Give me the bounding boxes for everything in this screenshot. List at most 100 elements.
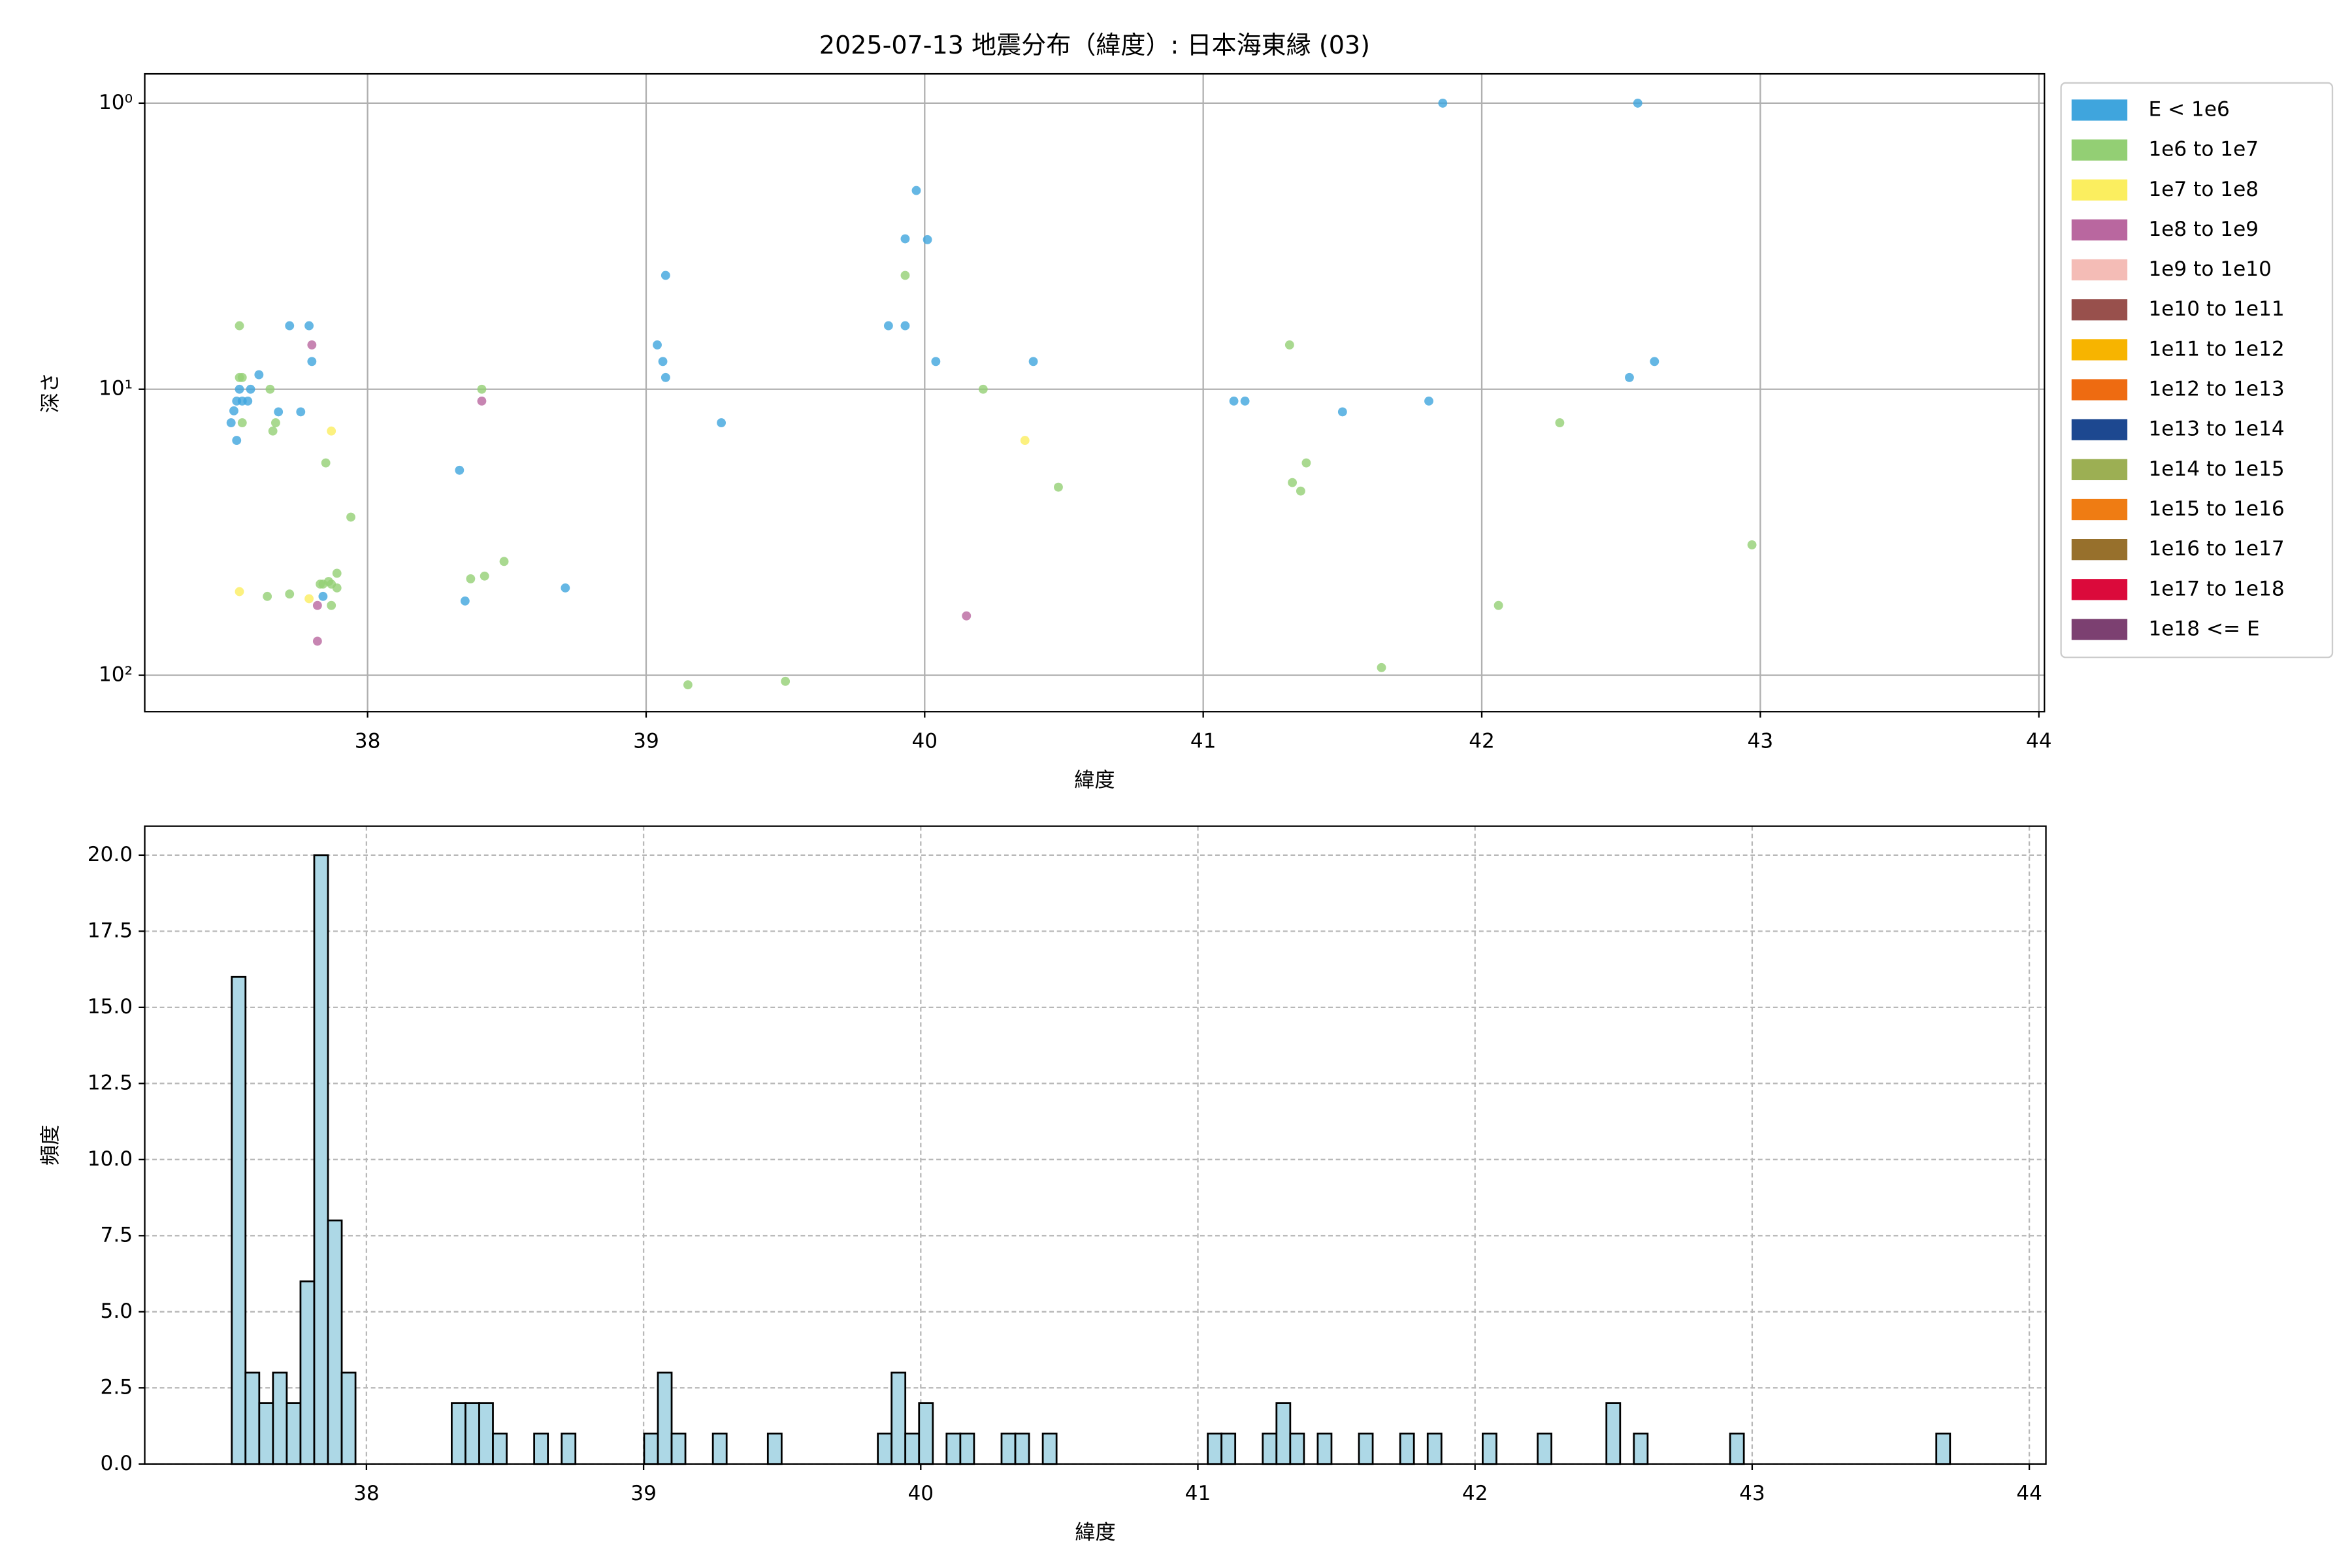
legend-label: 1e16 to 1e17 [2148,537,2284,561]
histogram-bar [231,975,247,1465]
scatter-point [1747,540,1757,549]
histogram-bar [1426,1432,1443,1465]
histogram-bar [643,1432,659,1465]
legend-label: 1e13 to 1e14 [2148,417,2284,441]
scatter-point [1020,436,1030,446]
legend-label: 1e12 to 1e13 [2148,378,2284,401]
scatter-point [1438,98,1448,108]
x-tick-label: 42 [1469,729,1495,753]
histogram-bar [670,1432,687,1465]
scatter-point [900,321,910,331]
histogram-bar [258,1402,274,1465]
histogram-bar [904,1432,921,1465]
scatter-point [1229,396,1239,406]
scatter-point [900,270,910,280]
scatter-point [304,594,314,604]
legend-label: 1e17 to 1e18 [2148,577,2284,600]
scatter-point [978,384,988,394]
legend-label: 1e9 to 1e10 [2148,257,2271,281]
x-tick-label: 44 [2026,729,2052,753]
histogram-bar [1220,1432,1237,1465]
legend-swatch [2071,99,2128,121]
scatter-point [321,458,331,468]
scatter-point [1494,600,1503,610]
scatter-point [285,589,295,599]
scatter-point [226,418,236,428]
histogram-bar [945,1432,962,1465]
x-tick-label: 41 [1190,729,1217,753]
scatter-point [653,340,662,350]
scatter-point [1284,340,1294,350]
histogram-bar [877,1432,893,1465]
scatter-point [312,636,322,646]
histogram-bar [1207,1432,1223,1465]
scatter-point [683,680,693,690]
y-tick-label: 10⁰ [99,91,133,114]
scatter-point [318,591,328,601]
scatter-point [235,321,244,331]
histogram-bar [533,1432,549,1465]
scatter-point [235,372,244,382]
histogram-bar [1935,1432,1952,1465]
scatter-point [1028,357,1038,367]
y-tick-label: 17.5 [88,919,133,942]
legend-label: 1e7 to 1e8 [2148,178,2259,201]
scatter-point [1424,396,1433,406]
scatter-point [237,418,247,428]
histogram-bar [890,1371,907,1465]
histogram-bar [286,1402,302,1465]
scatter-point [455,465,465,475]
histogram-bar [1537,1432,1552,1465]
scatter-point [268,426,278,436]
legend-box [2060,82,2334,659]
chart-title: 2025-07-13 地震分布（緯度）: 日本海東縁 (03) [819,31,1370,59]
legend-label: 1e6 to 1e7 [2148,138,2259,161]
histogram-bar [1633,1432,1649,1465]
legend-swatch [2071,219,2128,241]
scatter-point [883,321,893,331]
scatter-point [717,418,727,428]
histogram-bar [1275,1402,1292,1465]
scatter-point [1296,486,1305,496]
scatter-point [1301,458,1311,468]
histogram-bar [766,1432,783,1465]
scatter-point [477,384,487,394]
scatter-point [477,396,487,406]
histogram-bar [313,854,329,1465]
histogram-bar [918,1402,934,1465]
scatter-point [1337,407,1347,417]
histogram-bar [450,1402,466,1465]
histogram-bar [711,1432,728,1465]
histogram-bar [657,1371,673,1465]
legend-swatch [2071,179,2128,201]
histogram-bar [244,1371,261,1465]
legend-swatch [2071,419,2128,440]
y-axis-label: 深さ [39,372,62,413]
scatter-point [931,357,941,367]
scatter-point [274,407,284,417]
y-axis-label: 頻度 [39,1125,62,1166]
histogram-bar [1358,1432,1374,1465]
scatter-point [285,321,295,331]
x-tick-label: 43 [1739,1482,1765,1505]
y-tick-label: 10¹ [99,377,133,400]
legend-label: 1e18 <= E [2148,617,2259,640]
y-tick-label: 10.0 [88,1147,133,1171]
histogram-bar [959,1432,975,1465]
scatter-point [332,583,342,593]
plot-frame [144,73,2046,713]
scatter-point [962,611,972,621]
histogram-bar [1289,1432,1305,1465]
scatter-point [324,577,333,586]
scatter-point [1288,478,1298,487]
scatter-point [254,370,264,380]
scatter-point [1625,372,1634,382]
x-tick-label: 38 [355,729,381,753]
y-tick-label: 0.0 [101,1452,133,1475]
legend-label: 1e15 to 1e16 [2148,497,2284,521]
histogram-bar [1041,1432,1058,1465]
scatter-point [270,418,280,428]
